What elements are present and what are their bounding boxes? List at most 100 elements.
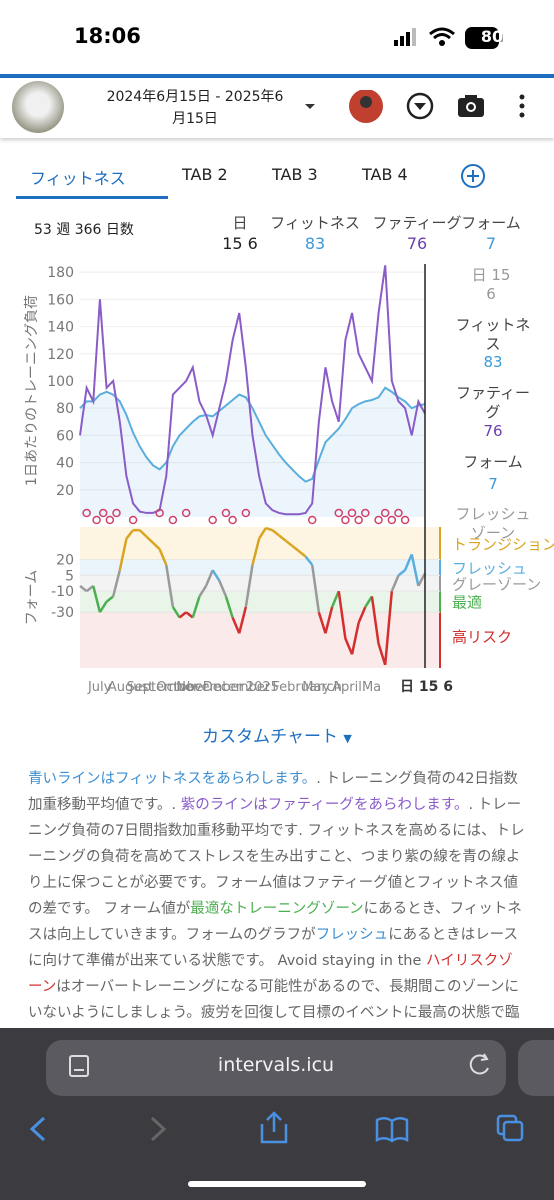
- tab[interactable]: フィットネス: [30, 169, 126, 188]
- form-line: [224, 596, 234, 618]
- x-end-label: 日 15 6: [400, 679, 453, 695]
- form-line: [231, 617, 241, 634]
- url-bar[interactable]: [46, 1040, 506, 1096]
- y-tick-label: 100: [47, 374, 74, 390]
- form-line: [350, 622, 360, 655]
- form-line: [92, 585, 102, 613]
- form-line: [364, 595, 373, 608]
- event-marker: [208, 515, 217, 525]
- form-line: [291, 544, 300, 553]
- custom-chart-label[interactable]: カスタムチャート: [202, 727, 338, 747]
- form-line: [417, 572, 427, 587]
- zone-band: [80, 559, 440, 576]
- form-line: [198, 585, 208, 598]
- date-range[interactable]: 2024年6月15日 - 2025年6月15日: [106, 89, 284, 127]
- event-marker: [181, 508, 191, 518]
- event-marker: [105, 515, 115, 525]
- tab[interactable]: TAB 4: [362, 165, 408, 184]
- event-marker: [112, 508, 121, 518]
- description-text: ハイリスクゾーン: [28, 953, 513, 995]
- battery: 80: [480, 27, 504, 46]
- form-line: [152, 541, 161, 551]
- zone-band: [80, 612, 440, 668]
- event-marker: [361, 508, 370, 518]
- form-line: [125, 529, 135, 540]
- next-tab[interactable]: [518, 1040, 554, 1096]
- description-text: にあるとき、フィットネスは向上していきます。フォームのグラフが: [28, 901, 522, 943]
- zone-label: 高リスク: [452, 628, 512, 646]
- y-tick-label: 20: [56, 483, 74, 499]
- event-marker: [228, 515, 237, 525]
- x-tick-label: July: [87, 680, 112, 695]
- form-line: [383, 591, 394, 665]
- event-marker: [334, 508, 343, 518]
- summary-label: ファティーグ: [372, 214, 462, 232]
- header-icons: [305, 90, 525, 123]
- form-line: [98, 601, 108, 613]
- form-line: [79, 584, 88, 593]
- zone-band: [80, 591, 440, 613]
- description-text: 紫のラインはファティーグをあらわします。: [180, 797, 469, 813]
- form-line: [171, 606, 181, 619]
- form-line: [284, 539, 294, 547]
- event-marker: [82, 508, 91, 518]
- form-line: [370, 596, 380, 644]
- description-text: 最適なトレーニングゾーン: [190, 901, 364, 917]
- event-marker: [92, 515, 101, 525]
- event-marker: [221, 508, 231, 518]
- form-line: [397, 569, 406, 577]
- y-tick-label: -30: [51, 605, 74, 621]
- side-fatigue-value: 76: [483, 422, 503, 440]
- form-line: [403, 553, 413, 571]
- tab[interactable]: TAB 3: [272, 165, 318, 184]
- description-text: はオーバートレーニングになる可能性があるので、長期間このゾーンにいないようにしま…: [28, 979, 520, 1021]
- y-tick-label: 180: [47, 265, 74, 281]
- form-line: [344, 638, 354, 655]
- x-tick-label: March: [302, 680, 342, 695]
- event-marker: [98, 508, 108, 518]
- summary-value: 83: [304, 234, 326, 253]
- avatar[interactable]: [12, 81, 64, 133]
- form-line: [278, 534, 287, 542]
- x-tick-label: September: [126, 680, 199, 695]
- url[interactable]: intervals.icu: [217, 1054, 335, 1076]
- form-line: [145, 535, 154, 544]
- chart: 20 40 60 80 100 120 140 160 180 1日あたりのトレーニング負荷トラン…: [24, 264, 554, 695]
- description-text: 青いラインはフィットネスをあらわします。: [28, 771, 317, 787]
- summary-value: 7: [485, 234, 497, 253]
- form-line: [165, 564, 175, 608]
- form-line: [390, 574, 400, 592]
- zone-label: 最適: [452, 594, 482, 612]
- form-line: [191, 596, 201, 618]
- form-line: [337, 591, 347, 639]
- form-line: [330, 590, 340, 608]
- zone-label: グレーゾーン: [452, 575, 541, 593]
- event-marker: [374, 515, 383, 525]
- form-line: [304, 555, 314, 566]
- x-tick-label: Ma: [362, 680, 381, 695]
- period: 53 週 366 日数: [34, 222, 134, 238]
- side-fitness-value: 83: [483, 353, 503, 371]
- description: 青いラインはフィットネスをあらわします。. トレーニング負荷の42日指数加重移動…: [28, 766, 526, 1028]
- y-tick-label: 40: [56, 456, 74, 472]
- form-line: [317, 611, 327, 634]
- y-axis-title: 1日あたりのトレーニング負荷: [24, 295, 40, 486]
- description-text: . トレーニング負荷の42日指数加重移動平均値です。.: [28, 771, 518, 813]
- zone-band: [80, 527, 440, 560]
- event-marker: [354, 515, 363, 525]
- form-line: [218, 580, 228, 597]
- form-line: [377, 643, 387, 666]
- add-tab[interactable]: [460, 163, 486, 189]
- event-marker: [400, 515, 410, 525]
- side-form-value: 7: [488, 475, 498, 493]
- x-tick-label: October: [156, 680, 209, 695]
- event-marker: [341, 515, 350, 525]
- tab[interactable]: TAB 2: [182, 165, 228, 184]
- header-stripe: [0, 74, 554, 78]
- y-tick-label: 5: [65, 568, 74, 584]
- custom-chart[interactable]: カスタムチャート ▼: [202, 727, 352, 747]
- y-tick-label: 80: [56, 401, 74, 417]
- form-line: [105, 595, 114, 603]
- event-marker: [387, 515, 397, 525]
